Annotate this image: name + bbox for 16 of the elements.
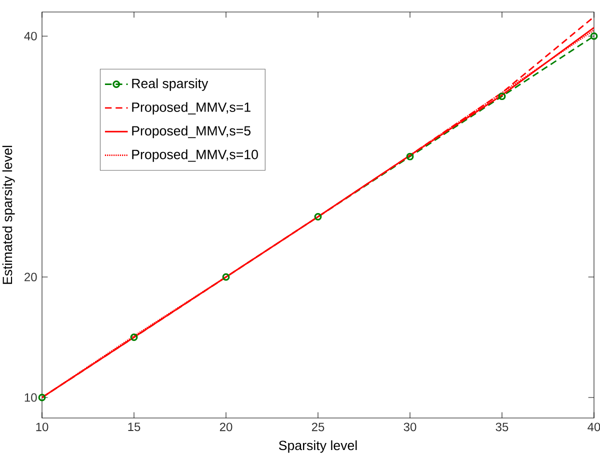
y-axis-title: Estimated sparsity level xyxy=(2,146,15,284)
y-tick-label: 10 xyxy=(24,393,37,402)
legend-label: Real sparsity xyxy=(132,78,208,91)
x-tick-label: 15 xyxy=(128,422,140,432)
x-tick-label: 20 xyxy=(220,422,232,432)
legend-label: Proposed_MMV,s=5 xyxy=(132,126,251,138)
x-tick-label: 30 xyxy=(404,422,416,432)
x-axis-title: Sparsity level xyxy=(278,440,357,453)
x-tick-label: 10 xyxy=(36,422,48,432)
x-tick-label: 25 xyxy=(312,422,324,432)
y-tick-label: 40 xyxy=(24,32,37,40)
legend-label: Proposed_MMV,s=10 xyxy=(132,149,258,162)
legend-label: Proposed_MMV,s=1 xyxy=(132,102,250,115)
x-tick-label: 35 xyxy=(496,422,508,432)
y-tick-label: 20 xyxy=(24,272,37,282)
x-tick-label: 40 xyxy=(588,422,600,432)
